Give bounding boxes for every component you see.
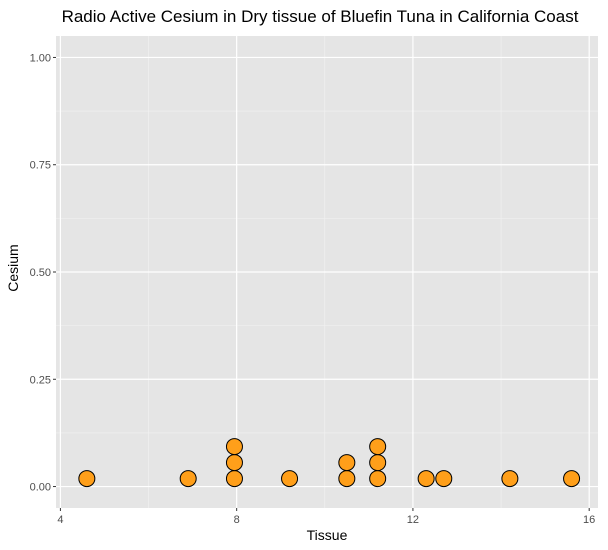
y-tick-label: 0.75 xyxy=(30,160,51,172)
data-points xyxy=(78,438,581,488)
chart-title: Radio Active Cesium in Dry tissue of Blu… xyxy=(62,7,579,26)
x-tick-label: 8 xyxy=(234,514,240,526)
data-point xyxy=(563,470,581,488)
x-tick-label: 12 xyxy=(407,514,419,526)
data-point xyxy=(179,470,197,488)
y-tick-label: 1.00 xyxy=(30,52,51,64)
x-tick-label: 4 xyxy=(57,514,63,526)
y-tick-label: 0.50 xyxy=(30,267,51,279)
x-axis-title: Tissue xyxy=(307,527,348,543)
y-tick-label: 0.25 xyxy=(30,374,51,386)
x-axis-ticks: 4 8 12 16 xyxy=(57,508,595,526)
data-point xyxy=(369,438,387,456)
data-point xyxy=(78,470,96,488)
data-point xyxy=(225,438,243,456)
data-point xyxy=(281,470,299,488)
data-point xyxy=(501,470,519,488)
data-point xyxy=(338,454,356,472)
data-point xyxy=(369,470,387,488)
y-axis-ticks: 0.00 0.25 0.50 0.75 1.00 xyxy=(30,52,56,494)
x-tick-label: 16 xyxy=(583,514,595,526)
data-point xyxy=(435,470,453,488)
data-point xyxy=(225,470,243,488)
grid-lines xyxy=(56,36,598,508)
data-point xyxy=(417,470,435,488)
y-axis-title: Cesium xyxy=(5,244,21,291)
y-tick-label: 0.00 xyxy=(30,482,51,494)
data-point xyxy=(225,454,243,472)
data-point xyxy=(338,470,356,488)
data-point xyxy=(369,454,387,472)
